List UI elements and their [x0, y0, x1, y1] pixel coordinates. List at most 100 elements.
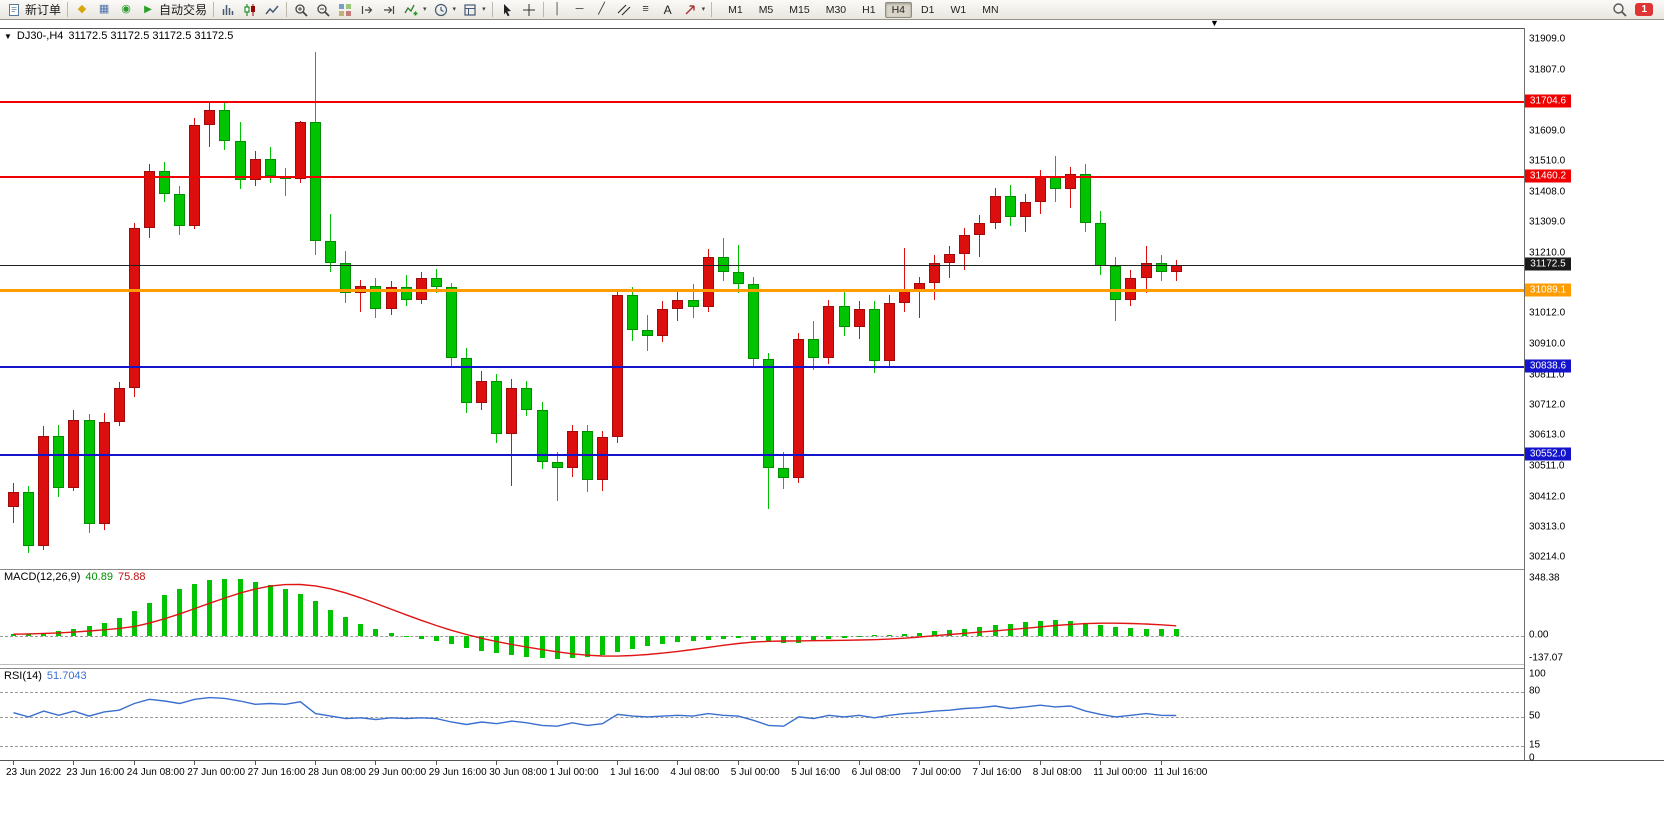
- horizontal-line-button[interactable]: ─: [569, 1, 591, 19]
- candle-body: [702, 256, 714, 308]
- search-button[interactable]: [1608, 1, 1630, 19]
- time-axis-label: 29 Jun 16:00: [428, 767, 487, 778]
- candle-body: [717, 256, 729, 272]
- bar-chart-button[interactable]: [217, 1, 239, 19]
- zoom-in-button[interactable]: [290, 1, 312, 19]
- macd-histogram-bar: [690, 636, 696, 642]
- arrows-tool-button[interactable]: ▾: [679, 1, 709, 19]
- macd-histogram-bar: [479, 636, 485, 652]
- horizontal-level-line[interactable]: [0, 454, 1524, 456]
- vertical-line-button[interactable]: │: [547, 1, 569, 19]
- macd-histogram-bar: [146, 603, 152, 637]
- macd-histogram-bar: [1068, 621, 1073, 637]
- macd-panel[interactable]: MACD(12,26,9) 40.89 75.88: [0, 569, 1524, 665]
- tile-windows-button[interactable]: [334, 1, 356, 19]
- price-axis-label: 31609.0: [1529, 125, 1566, 137]
- timeframe-button-h4[interactable]: H4: [884, 1, 913, 18]
- candle-body: [1080, 174, 1092, 224]
- price-chart-panel[interactable]: ▼ DJ30-,H4 31172.5 31172.5 31172.5 31172.5: [0, 28, 1524, 566]
- timeframe-button-m30[interactable]: M30: [819, 2, 853, 18]
- data-window-button[interactable]: ▦: [93, 1, 115, 19]
- horizontal-level-line[interactable]: [0, 289, 1524, 292]
- timeframe-button-w1[interactable]: W1: [943, 2, 973, 18]
- time-axis-label: 7 Jul 16:00: [972, 767, 1022, 778]
- time-axis-label: 23 Jun 2022: [6, 767, 62, 778]
- macd-histogram-bar: [932, 631, 938, 637]
- macd-histogram-bar: [418, 636, 424, 639]
- time-axis-tick: [73, 761, 75, 765]
- macd-histogram-bar: [252, 581, 258, 637]
- macd-histogram-bar: [766, 636, 771, 642]
- auto-scroll-button[interactable]: [378, 1, 400, 19]
- price-axis-label: 30811.0: [1529, 369, 1565, 381]
- horizontal-level-line[interactable]: [0, 366, 1524, 368]
- macd-histogram-bar: [313, 601, 318, 637]
- time-axis-label: 8 Jul 08:00: [1032, 767, 1082, 778]
- candle-body: [687, 299, 699, 308]
- candle-wick: [979, 215, 981, 257]
- macd-histogram-bar: [720, 636, 726, 639]
- chart-shift-button[interactable]: [356, 1, 378, 19]
- periods-button[interactable]: ▾: [430, 1, 460, 19]
- price-tag: 31172.5: [1525, 257, 1571, 271]
- timeframe-button-m15[interactable]: M15: [782, 2, 816, 18]
- macd-axis-label: 348.38: [1529, 572, 1560, 584]
- current-price-line[interactable]: [0, 265, 1524, 266]
- macd-histogram-bar: [56, 631, 62, 637]
- text-tool-button[interactable]: A: [657, 1, 679, 19]
- time-axis-label: 24 Jun 08:00: [126, 767, 185, 778]
- horizontal-level-line[interactable]: [0, 176, 1524, 178]
- time-axis-label: 23 Jun 16:00: [66, 767, 125, 778]
- timeframe-button-m1[interactable]: M1: [721, 2, 750, 18]
- macd-histogram-bar: [11, 634, 16, 637]
- price-axis-label: 31012.0: [1529, 307, 1566, 319]
- candle-body: [400, 287, 412, 300]
- timeframe-button-mn[interactable]: MN: [975, 2, 1005, 18]
- autotrading-button[interactable]: ▶ 自动交易: [137, 1, 210, 19]
- timeframe-button-m5[interactable]: M5: [752, 2, 781, 18]
- notifications-badge[interactable]: 1: [1635, 3, 1653, 16]
- candle-body: [8, 492, 19, 508]
- horizontal-line-icon: ─: [575, 3, 584, 15]
- candle-body: [143, 171, 155, 228]
- navigator-button[interactable]: ◉: [115, 1, 137, 19]
- candlestick-chart-button[interactable]: [239, 1, 261, 19]
- candle-body: [506, 388, 518, 435]
- candle-body: [476, 380, 488, 404]
- crosshair-icon: [521, 2, 537, 17]
- candle-body: [174, 194, 186, 227]
- timeframe-button-h1[interactable]: H1: [855, 2, 882, 18]
- candle-body: [627, 294, 639, 331]
- indicators-button[interactable]: ▾: [400, 1, 430, 19]
- time-axis-label: 1 Jul 00:00: [549, 767, 599, 778]
- line-chart-button[interactable]: [261, 1, 283, 19]
- chevron-down-icon: ▾: [701, 6, 706, 13]
- horizontal-level-line[interactable]: [0, 101, 1524, 103]
- candle-body: [551, 461, 563, 468]
- candle-body: [1004, 195, 1016, 217]
- market-watch-button[interactable]: ◆: [71, 1, 93, 19]
- time-axis-label: 5 Jul 16:00: [791, 767, 841, 778]
- trendline-icon: ╱: [598, 3, 605, 15]
- time-axis-label: 5 Jul 00:00: [730, 767, 780, 778]
- trendline-button[interactable]: ╱: [591, 1, 613, 19]
- zoom-out-button[interactable]: [312, 1, 334, 19]
- macd-histogram-bar: [811, 636, 817, 642]
- templates-button[interactable]: ▾: [459, 1, 489, 19]
- price-axis[interactable]: 31704.6 31460.2 31089.1 30838.6 30552.0 31172…: [1524, 28, 1664, 764]
- time-axis-tick: [1039, 761, 1041, 765]
- fibonacci-button[interactable]: ≡: [635, 1, 657, 19]
- channel-button[interactable]: [613, 1, 635, 19]
- candle-body: [1034, 177, 1046, 202]
- timeframe-button-d1[interactable]: D1: [914, 2, 941, 18]
- cursor-button[interactable]: [496, 1, 518, 19]
- toolbar-separator: [67, 2, 69, 17]
- rsi-axis-label: 100: [1529, 668, 1546, 680]
- macd-histogram-bar: [630, 636, 636, 649]
- candle-body: [1049, 177, 1061, 190]
- rsi-panel[interactable]: RSI(14) 51.7043: [0, 668, 1524, 758]
- toolbar-separator: [491, 2, 493, 17]
- time-axis[interactable]: 23 Jun 2022 23 Jun 16:00 24 Jun 08:00 27 Ju…: [0, 760, 1664, 782]
- new-order-button[interactable]: 新订单: [3, 1, 64, 19]
- crosshair-button[interactable]: [518, 1, 540, 19]
